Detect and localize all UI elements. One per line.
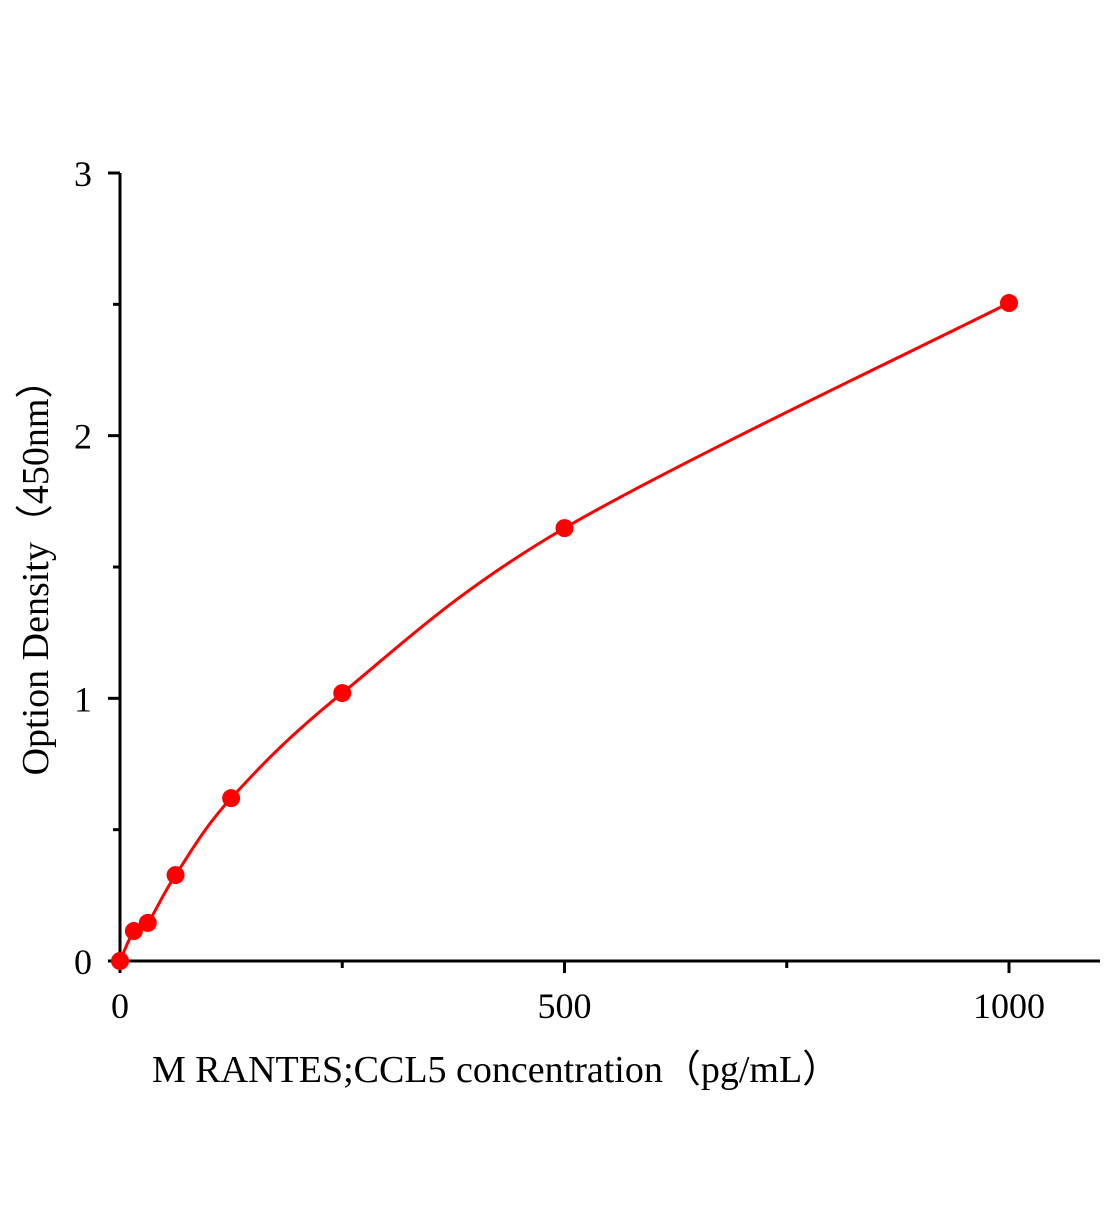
- data-point: [555, 519, 574, 538]
- y-tick-label: 0: [74, 942, 92, 982]
- x-tick-label: 0: [111, 986, 129, 1026]
- data-point: [333, 684, 352, 703]
- data-point: [138, 913, 157, 932]
- data-point: [166, 866, 185, 885]
- axes: 0 500 1000 0 1 2 3: [74, 154, 1100, 1026]
- data-points: [111, 294, 1018, 970]
- y-tick-label: 2: [74, 417, 92, 457]
- x-axis-label: M RANTES;CCL5 concentration（pg/mL）: [152, 1049, 840, 1091]
- x-tick-label: 500: [538, 986, 592, 1026]
- fit-curve: [118, 301, 1010, 962]
- fit-curve-layer: [118, 301, 1010, 962]
- data-point: [222, 789, 241, 808]
- data-point: [1000, 294, 1018, 313]
- x-tick-label: 1000: [973, 986, 1045, 1026]
- y-tick-label: 1: [74, 679, 92, 719]
- data-point: [111, 952, 129, 970]
- y-axis-label: Option Density（450nm）: [15, 361, 57, 776]
- y-tick-label: 3: [74, 154, 92, 194]
- data-point: [124, 922, 143, 941]
